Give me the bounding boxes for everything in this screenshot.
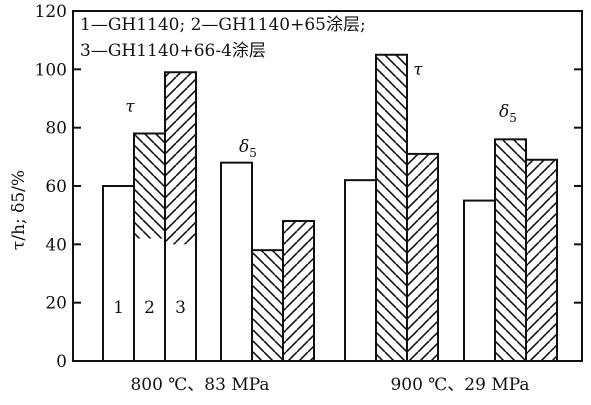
bar-1--series-1 [102,185,135,362]
y-tick-label: 20 [45,294,67,314]
y-axis-label: τ/h; δ5/% [9,170,29,250]
bar-layer [102,53,558,363]
bar-1-5-series-1 [220,161,253,362]
series-number-label: 2 [144,298,155,318]
metric-annotation: τ [125,97,135,117]
group-label: 800 ℃、83 MPa [130,375,269,395]
y-tick-label: 40 [45,235,67,255]
y-tick-label: 80 [45,119,67,139]
group-label: 900 ℃、29 MPa [390,375,529,395]
legend-line-2: 3—GH1140+66-4涂层 [80,41,266,61]
axis-layer: 0 20 40 60 80 100 120 [35,2,583,372]
y-tick-label: 60 [45,177,67,197]
bar-number-background [166,244,195,360]
label-layer: 1 2 3 τ δ5 τ δ5 800 ℃、83 MPa 900 ℃、29 MPa [113,60,529,395]
bar-1-5-series-3 [282,220,315,362]
bar-2-5-series-2 [494,138,527,362]
metric-annotation: δ5 [499,102,517,125]
bar-number-background [135,238,164,360]
y-tick-label: 100 [35,60,67,80]
bar-2--series-1 [344,179,377,362]
bar-1-5-series-2 [251,249,284,363]
y-tick-label: 120 [35,2,67,22]
bar-2--series-3 [406,152,439,362]
metric-annotation: δ5 [239,137,257,160]
bar-2-5-series-1 [463,199,496,362]
series-number-label: 3 [175,298,186,318]
bar-2-5-series-3 [525,158,558,362]
series-number-label: 1 [113,298,124,318]
bar-2--series-2 [375,53,408,362]
legend-line-1: 1—GH1140; 2—GH1140+65涂层; [80,15,366,35]
metric-annotation: τ [413,60,423,80]
y-tick-label: 0 [56,352,67,372]
